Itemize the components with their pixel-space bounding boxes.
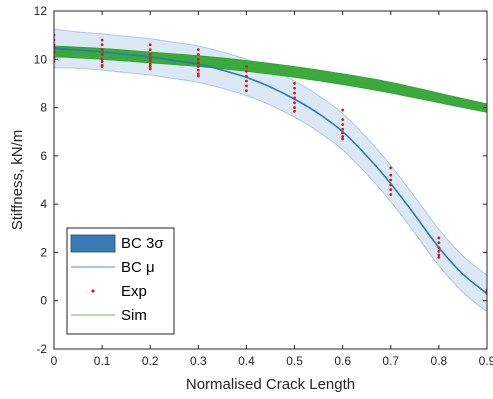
x-tick-label: 0.2 xyxy=(142,354,159,368)
exp-point xyxy=(341,131,345,135)
exp-point xyxy=(437,253,441,257)
bc-mu-line xyxy=(54,47,487,295)
exp-point xyxy=(196,57,200,61)
exp-point xyxy=(341,118,345,122)
x-axis-label: Normalised Crack Length xyxy=(186,376,355,393)
exp-point xyxy=(196,48,200,52)
exp-point xyxy=(148,48,152,52)
y-tick-label: 0 xyxy=(40,294,47,308)
exp-point xyxy=(196,65,200,68)
x-tick-label: 0.6 xyxy=(334,354,351,368)
exp-point xyxy=(437,255,441,259)
exp-point xyxy=(293,101,296,105)
exp-point xyxy=(341,127,345,131)
legend-swatch-exp xyxy=(91,289,95,293)
x-tick-label: 0.7 xyxy=(382,354,399,368)
legend-label: BC 3σ xyxy=(121,235,164,252)
exp-point xyxy=(293,106,296,109)
exp-point xyxy=(196,53,200,56)
exp-point xyxy=(196,74,200,78)
x-tick-label: 0.9 xyxy=(479,354,493,368)
legend-swatch-bc-3sigma xyxy=(70,234,116,253)
exp-point xyxy=(389,166,393,170)
exp-point xyxy=(148,43,152,47)
x-tick-label: 0.8 xyxy=(431,354,448,368)
exp-point xyxy=(148,59,152,62)
exp-point xyxy=(245,89,248,93)
y-tick-label: 12 xyxy=(34,4,48,18)
exp-point xyxy=(245,79,248,83)
exp-point xyxy=(341,123,345,126)
exp-point xyxy=(245,84,248,88)
exp-point xyxy=(148,67,152,71)
exp-point xyxy=(100,43,104,47)
y-tick-label: 8 xyxy=(40,101,47,115)
plot-frame xyxy=(53,10,488,350)
y-tick-label: 2 xyxy=(40,245,47,259)
x-tick-label: 0.5 xyxy=(286,354,303,368)
exp-point xyxy=(245,74,248,78)
legend-label: Exp xyxy=(121,283,147,300)
exp-point xyxy=(437,241,441,245)
legend-label: Sim xyxy=(121,307,147,324)
y-tick-label: 10 xyxy=(34,52,48,66)
exp-point xyxy=(293,82,296,85)
y-tick-label: 4 xyxy=(40,197,47,211)
exp-point xyxy=(100,65,104,68)
legend: BC 3σ BC μ Exp Sim xyxy=(66,227,175,335)
exp-point xyxy=(148,53,152,56)
exp-point xyxy=(196,72,200,76)
exp-point xyxy=(100,38,104,42)
exp-point xyxy=(389,178,393,182)
x-tick-label: 0 xyxy=(51,354,58,368)
legend-label: BC μ xyxy=(121,259,155,276)
x-tick-label: 0.1 xyxy=(94,354,111,368)
y-tick-label: 6 xyxy=(40,149,47,163)
x-tick-label: 0.4 xyxy=(238,354,255,368)
exp-point xyxy=(148,56,152,60)
exp-point xyxy=(196,61,200,65)
exp-point xyxy=(293,109,296,113)
exp-point xyxy=(245,65,248,68)
data-layer xyxy=(54,28,487,313)
exp-point xyxy=(341,108,345,112)
exp-point xyxy=(293,96,296,100)
exp-point xyxy=(341,137,345,141)
exp-point xyxy=(293,91,296,95)
exp-point xyxy=(100,60,104,64)
ticks-layer: 0 0.1 0.2 0.3 0.4 0.5 0.6 0.7 0.8 0.9 -2 0 2 4 6 8 10 12 xyxy=(34,4,493,368)
exp-point xyxy=(437,246,441,250)
exp-point xyxy=(100,57,104,61)
x-tick-label: 0.3 xyxy=(190,354,207,368)
exp-point xyxy=(341,135,345,138)
exp-point xyxy=(148,65,152,68)
exp-point xyxy=(389,173,393,177)
exp-point xyxy=(196,68,200,72)
exp-point xyxy=(389,183,393,187)
y-axis-label: Stiffness, kN/m xyxy=(9,130,26,231)
exp-point xyxy=(293,86,296,90)
exp-point xyxy=(437,249,441,253)
exp-point xyxy=(245,69,248,73)
exp-point xyxy=(437,236,441,240)
exp-point xyxy=(389,188,393,192)
y-tick-label: -2 xyxy=(36,342,47,356)
exp-point xyxy=(100,53,104,56)
exp-point xyxy=(148,62,152,66)
exp-point xyxy=(389,193,393,196)
exp-point xyxy=(100,48,104,52)
